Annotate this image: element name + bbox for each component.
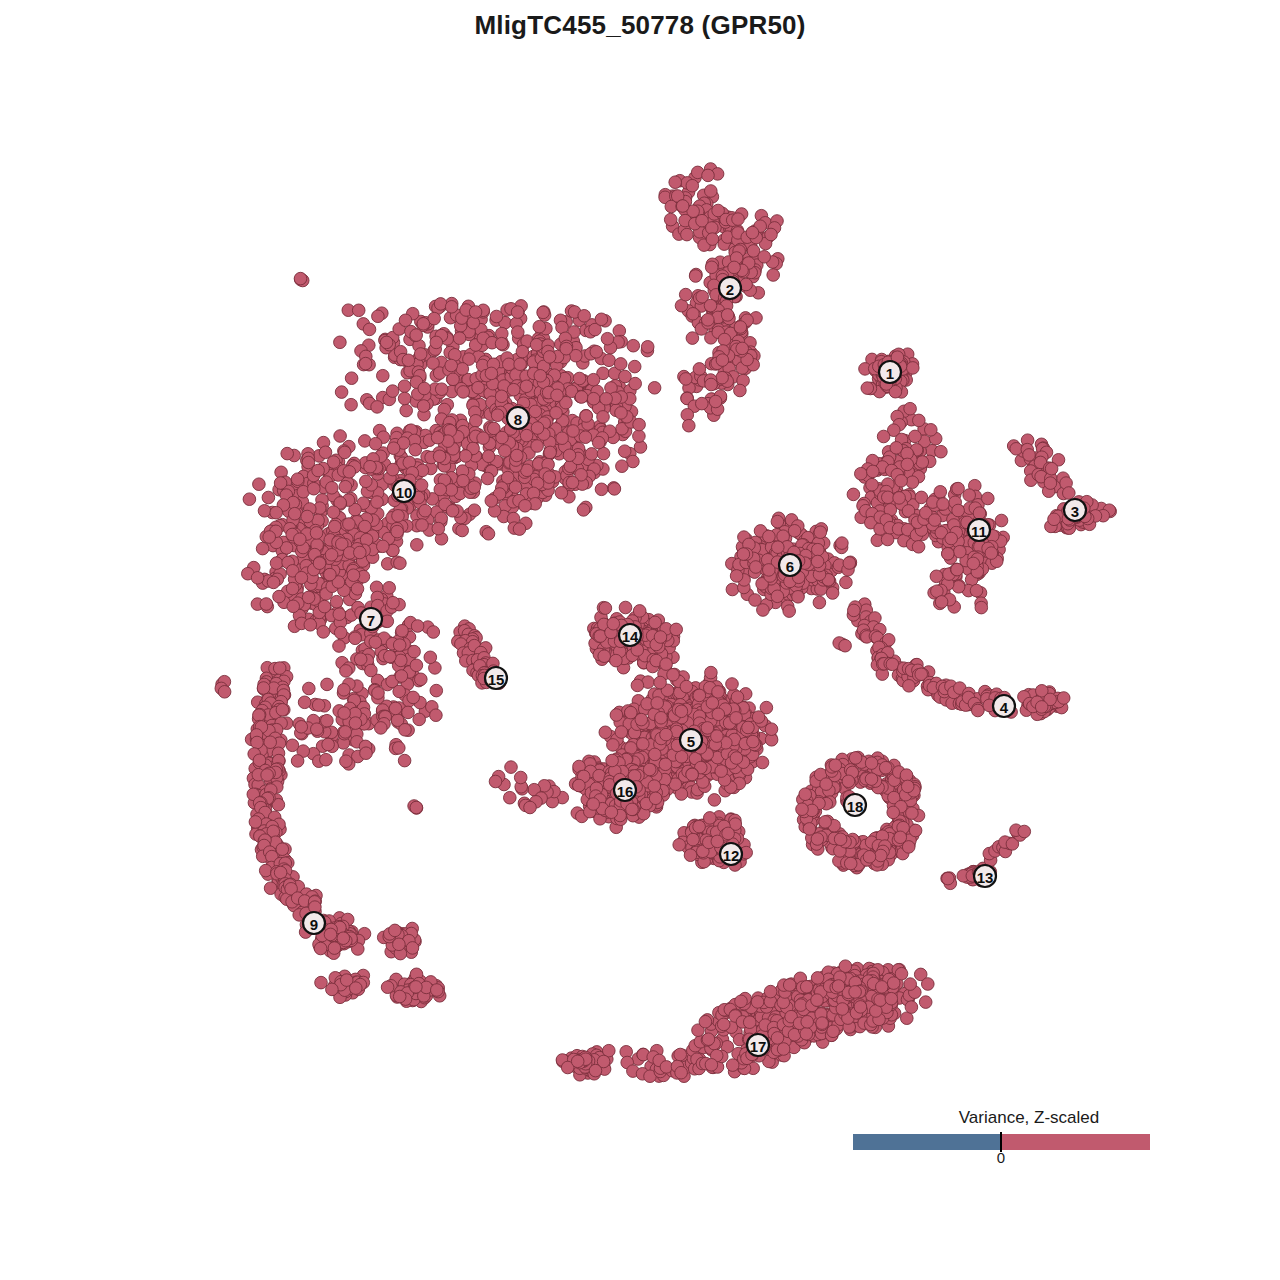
svg-text:11: 11 <box>971 523 987 540</box>
svg-text:4: 4 <box>1000 699 1009 716</box>
svg-text:1: 1 <box>886 365 894 382</box>
svg-text:5: 5 <box>687 733 695 750</box>
svg-text:17: 17 <box>750 1038 767 1055</box>
svg-text:Variance, Z-scaled: Variance, Z-scaled <box>959 1108 1099 1127</box>
svg-text:10: 10 <box>396 484 413 501</box>
svg-text:7: 7 <box>367 612 375 629</box>
svg-text:8: 8 <box>514 411 522 428</box>
svg-text:13: 13 <box>977 869 994 886</box>
svg-text:3: 3 <box>1071 503 1079 520</box>
svg-text:15: 15 <box>488 671 505 688</box>
svg-text:12: 12 <box>723 847 740 864</box>
svg-text:14: 14 <box>622 628 639 645</box>
svg-text:6: 6 <box>786 558 794 575</box>
svg-text:2: 2 <box>726 281 734 298</box>
svg-text:16: 16 <box>617 783 634 800</box>
svg-text:18: 18 <box>847 798 864 815</box>
svg-text:9: 9 <box>310 916 318 933</box>
svg-text:0: 0 <box>997 1149 1005 1166</box>
